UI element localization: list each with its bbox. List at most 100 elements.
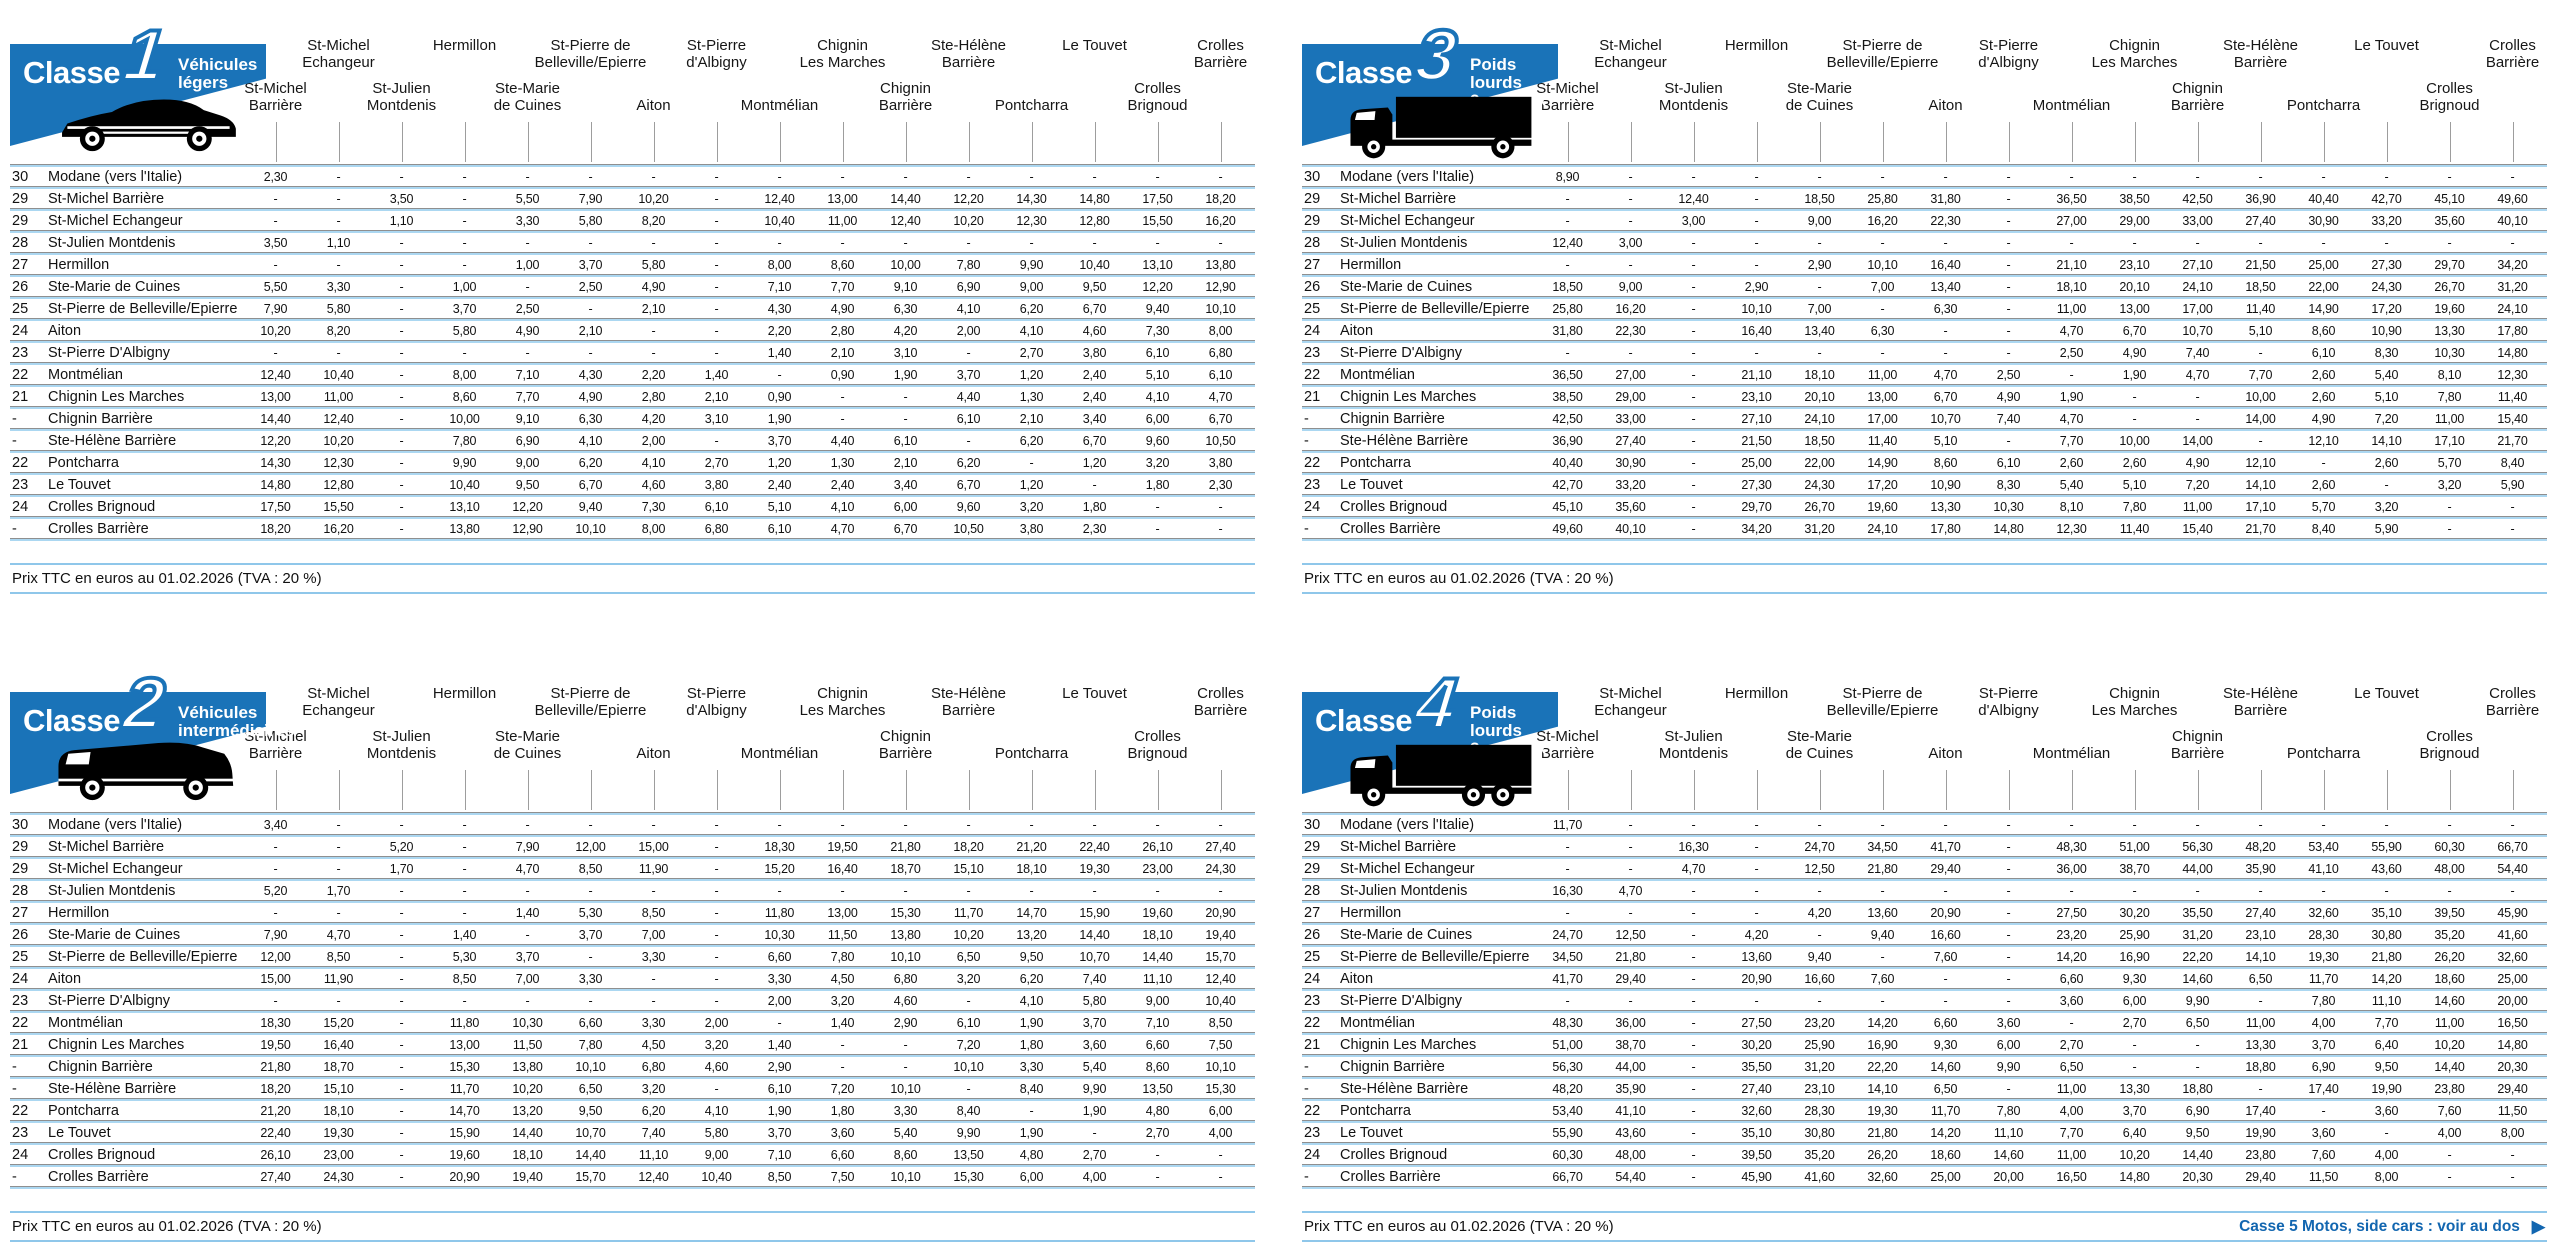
- car-icon: [62, 99, 236, 152]
- station-name: Hermillon: [48, 256, 110, 273]
- price-cell: 12,30: [323, 455, 354, 470]
- price-cell: -: [399, 477, 404, 492]
- price-cell: -: [1691, 1103, 1696, 1118]
- price-cell: 25,90: [2119, 927, 2150, 942]
- price-cell: -: [2195, 1037, 2200, 1052]
- column-header: Chignin Les Marches: [2091, 685, 2178, 719]
- price-cell: 3,30: [641, 1015, 666, 1030]
- price-cell: 34,20: [2497, 257, 2528, 272]
- row-divider: [10, 428, 1255, 431]
- table-row: 29 St-Michel Barrière - -5,20-7,90 12,00 15,0…: [10, 837, 1255, 856]
- price-cell: -: [2195, 817, 2200, 832]
- table-row: 21 Chignin Les Marches 38,50 29,00-23,10 20,…: [1302, 387, 2547, 406]
- price-cell: 9,10: [893, 279, 918, 294]
- price-cell: -: [2006, 949, 2011, 964]
- price-cell: 11,90: [638, 861, 669, 876]
- column-header: Pontcharra: [2286, 744, 2361, 762]
- row-divider: [1302, 1032, 2547, 1035]
- price-cell: -: [2006, 301, 2011, 316]
- price-cell: 11,80: [764, 905, 795, 920]
- station-name: St-Pierre de Belleville/Epierre: [48, 948, 238, 965]
- price-cell: -: [1218, 883, 1223, 898]
- station-name: St-Michel Barrière: [48, 190, 165, 207]
- column-tick-line: [1819, 122, 1821, 162]
- table-row: 24 Aiton 41,70 29,40-20,90 16,60 7,60- -6,60 9,…: [1302, 969, 2547, 988]
- price-cell: 30,20: [2119, 905, 2150, 920]
- table-row: 21 Chignin Les Marches 13,00 11,00-8,60 7,70…: [10, 387, 1255, 406]
- station-label: - Crolles Barrière: [10, 1169, 244, 1185]
- price-cell: -: [1817, 169, 1822, 184]
- price-cell: -: [399, 433, 404, 448]
- price-cell: 48,30: [1552, 1015, 1583, 1030]
- row-divider: [10, 944, 1255, 947]
- price-cell: -: [2006, 235, 2011, 250]
- price-cell: 54,40: [2497, 861, 2528, 876]
- price-cell: -: [1565, 257, 1570, 272]
- price-cell: -: [966, 235, 971, 250]
- station-name: Chignin Les Marches: [48, 388, 185, 405]
- price-cell: -: [1691, 1059, 1696, 1074]
- price-cell: 7,50: [830, 1169, 855, 1184]
- van-icon: [58, 742, 234, 801]
- price-cell: -: [966, 345, 971, 360]
- price-cell: 15,50: [1142, 213, 1173, 228]
- price-cell: 26,20: [2434, 949, 2465, 964]
- price-cell: -: [2321, 1103, 2326, 1118]
- price-cell: -: [2132, 411, 2137, 426]
- row-divider: [1302, 1164, 2547, 1167]
- station-exit-number: 23: [12, 344, 29, 361]
- station-label: - Chignin Barrière: [1302, 1059, 1536, 1075]
- price-cell: 21,10: [1741, 367, 1772, 382]
- price-cell: 1,40: [515, 905, 540, 920]
- price-cell: 4,60: [1082, 323, 1107, 338]
- price-cell: 9,40: [1145, 301, 1170, 316]
- price-cell: 38,50: [1552, 389, 1583, 404]
- price-cell: 13,10: [449, 499, 480, 514]
- price-cell: 30,20: [1741, 1037, 1772, 1052]
- price-cell: 18,70: [890, 861, 921, 876]
- classe-5-note: Casse 5 Motos, side cars : voir au dos ▶: [2239, 1218, 2545, 1236]
- price-cell: 7,30: [1145, 323, 1170, 338]
- station-name: Le Touvet: [48, 476, 111, 493]
- price-cell: -: [2321, 883, 2326, 898]
- price-cell: -: [1628, 993, 1633, 1008]
- price-cell: 5,40: [2059, 477, 2084, 492]
- table-row: 21 Chignin Les Marches 51,00 38,70-30,20 25,…: [1302, 1035, 2547, 1054]
- price-cell: 9,00: [1618, 279, 1643, 294]
- price-cell: 11,70: [1930, 1103, 1961, 1118]
- table-row: 30 Modane (vers l'Italie) 8,90- - - - - - - - - - - -…: [1302, 167, 2547, 186]
- price-cell: 27,40: [1741, 1081, 1772, 1096]
- price-cell: 5,80: [641, 257, 666, 272]
- price-cell: 14,20: [2371, 971, 2402, 986]
- station-exit-number: 25: [12, 300, 29, 317]
- row-divider: [1302, 362, 2547, 365]
- price-cell: 3,20: [2374, 499, 2399, 514]
- price-cell: -: [777, 169, 782, 184]
- price-cell: 4,90: [1996, 389, 2021, 404]
- price-cell: 7,30: [641, 499, 666, 514]
- price-cell: 1,10: [326, 235, 351, 250]
- price-cell: -: [1691, 971, 1696, 986]
- price-cell: 12,40: [260, 367, 291, 382]
- price-cell: 10,10: [890, 1081, 921, 1096]
- price-cell: -: [2384, 1125, 2389, 1140]
- price-cell: 24,30: [1205, 861, 1236, 876]
- price-cell: 10,20: [953, 927, 984, 942]
- price-cell: 23,10: [1804, 1081, 1835, 1096]
- price-cell: -: [2069, 235, 2074, 250]
- price-cell: 5,10: [2248, 323, 2273, 338]
- price-cell: 6,20: [641, 1103, 666, 1118]
- price-cell: -: [399, 905, 404, 920]
- price-cell: 7,20: [2185, 477, 2210, 492]
- table-row: - Ste-Hélène Barrière 18,20 15,10-11,70 10,2…: [10, 1079, 1255, 1098]
- price-cell: 3,80: [704, 477, 729, 492]
- station-name: Montmélian: [48, 366, 123, 383]
- price-cell: 9,90: [1082, 1081, 1107, 1096]
- price-cell: 12,40: [323, 411, 354, 426]
- price-cell: -: [2006, 883, 2011, 898]
- column-tick-line: [464, 122, 466, 162]
- table-row: 26 Ste-Marie de Cuines 18,50 9,00-2,90-7,00…: [1302, 277, 2547, 296]
- price-cell: 6,80: [1208, 345, 1233, 360]
- station-name: St-Pierre D'Albigny: [1340, 992, 1463, 1009]
- station-name: Le Touvet: [48, 1124, 111, 1141]
